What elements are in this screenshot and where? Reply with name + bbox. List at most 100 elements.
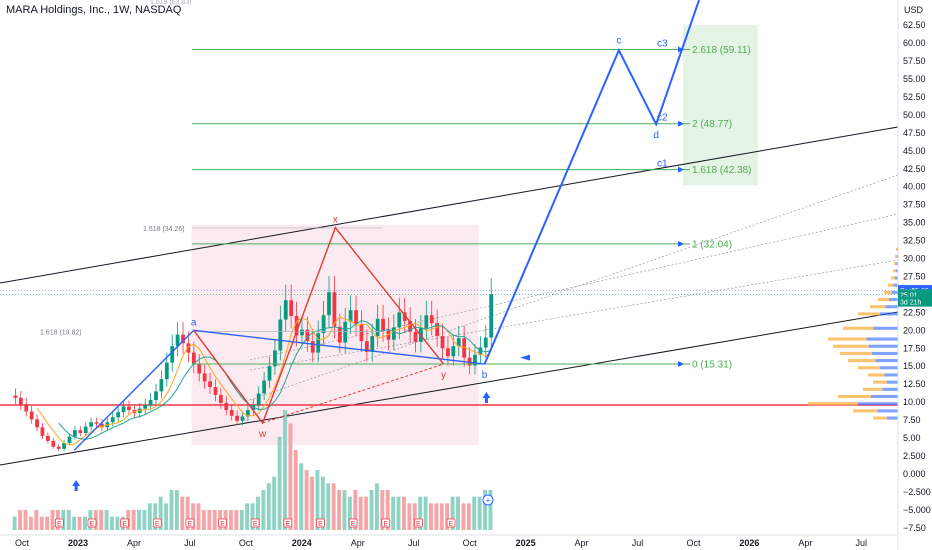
fib-level-label: 1 (32.04) [692,239,732,250]
volume-bar [293,450,298,530]
earnings-label: E [449,521,454,528]
candle-body [316,333,321,353]
volume-bar [277,436,282,530]
volume-profile-bar [891,276,895,280]
y-tick-label: 27.50 [903,271,926,281]
channel-line [249,213,899,361]
volume-bar [429,503,433,530]
x-tick-label: Apr [351,538,365,548]
candle-body [208,381,212,388]
y-tick-label: 62.50 [903,20,926,30]
volume-bar [418,496,423,530]
candle-body [440,336,445,349]
y-tick-label: 47.50 [903,128,926,138]
volume-bar [142,510,147,530]
volume-bar [337,490,342,530]
candle-body [327,292,331,316]
side-fib-label: 1.618 (19.82) [40,330,82,337]
projection-label: c [616,35,621,46]
volume-bar [288,423,293,530]
volume-bar [439,503,444,530]
volume-profile-bar [893,269,896,273]
volume-bar [250,503,255,530]
y-tick-label: 12.50 [903,379,926,389]
candle-body [332,292,337,327]
volume-profile-bar [880,312,898,316]
candle-body [89,422,94,427]
volume-profile-bar [884,290,892,294]
candle-body [429,315,434,324]
fib-arrow-icon [678,240,684,247]
pattern-point-label: x [333,215,338,226]
volume-profile-bar [880,366,898,370]
fib-arrow-icon [678,361,684,368]
wave-leg [73,329,195,451]
volume-bar [434,503,439,530]
volume-profile-bar [873,326,898,330]
volume-bar [164,503,169,530]
volume-bar [72,516,77,530]
candle-body [175,334,180,347]
candle-body [229,410,234,416]
volume-bar [364,496,369,530]
volume-bar [169,490,174,530]
y-tick-label: 5.00 [903,433,921,443]
wave-label: c2 [657,113,668,124]
volume-profile-bar [891,290,898,294]
candle-body [300,329,304,336]
volume-bar [461,503,466,530]
candle-body [56,446,61,449]
earnings-marker [381,518,391,528]
volume-bar [472,496,477,530]
candle-body [370,336,375,352]
earnings-marker [316,518,325,528]
candle-body [381,318,385,331]
candle-body [246,410,250,417]
volume-bar [34,510,39,530]
moving-average-line [36,316,492,446]
earnings-marker [120,518,130,528]
x-tick-label: Jul [632,538,644,548]
y-tick-label: 35.00 [903,218,926,228]
candle-body [391,327,396,340]
candle-body [402,312,407,321]
candle-body [121,406,126,413]
top-fib-label: 1.618 (63.43) [150,0,192,6]
volume-profile-bar [877,409,898,413]
volume-bar [66,510,71,530]
candle-body [364,341,369,352]
volume-bar [374,483,379,530]
earnings-label: E [220,521,225,528]
y-tick-label: 45.00 [903,146,926,156]
volume-bar [39,516,44,530]
x-tick-label: Oct [686,538,701,548]
candle-body [310,341,315,353]
volume-profile-bar [894,262,897,266]
x-tick-label: Jul [856,538,868,548]
price-tag [898,289,932,300]
volume-profile-bar [894,276,898,280]
candle-body [348,310,353,322]
volume-profile-bar [863,387,883,391]
pattern-point-label: a [191,317,197,328]
y-tick-label: 30.00 [903,254,926,264]
earnings-marker [283,518,293,528]
x-tick-label: Oct [15,538,30,548]
candle-body [343,321,348,343]
volume-profile-bar [893,283,898,287]
candle-body [462,338,467,358]
candle-body [170,346,175,363]
candle-body [489,294,494,338]
candle-body [148,399,153,406]
projection-label: d [653,130,659,141]
volume-bar [407,503,412,530]
candle-body [467,357,472,366]
volume-bar [158,496,163,530]
volume-bar [104,510,109,530]
volume-bar [196,503,201,530]
volume-bar [266,483,271,530]
candle-body [386,330,391,340]
up-arrow-icon [482,392,491,403]
